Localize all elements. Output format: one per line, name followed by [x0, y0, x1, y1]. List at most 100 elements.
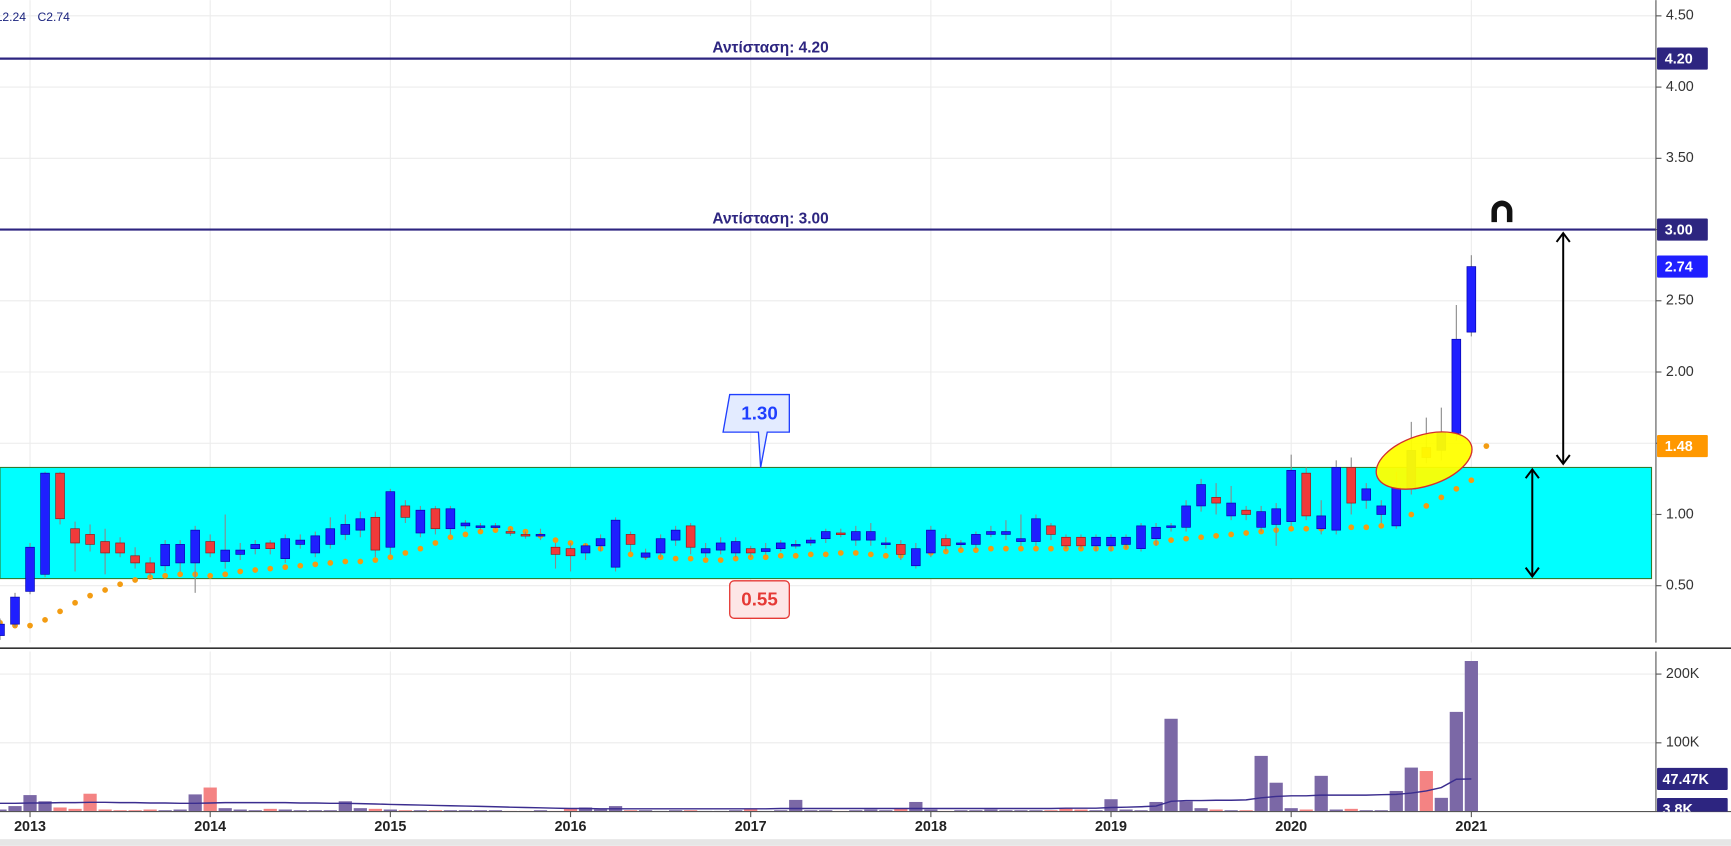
price-pane: Αντίσταση: 4.20 Αντίσταση: 3.00 — [0, 40, 1656, 640]
sar-dot — [627, 551, 634, 558]
candle-body — [505, 531, 516, 534]
sar-dot — [958, 547, 964, 553]
candle-body — [55, 472, 65, 520]
candle-body — [685, 525, 696, 548]
sar-dot — [1303, 525, 1310, 532]
sar-dot — [342, 558, 349, 565]
volume-bar — [263, 808, 277, 812]
volume-bar — [143, 809, 157, 812]
volume-bar — [1089, 810, 1103, 812]
candle-body — [205, 541, 215, 554]
resistance-label: Αντίσταση: 4.20 — [712, 40, 828, 57]
volume-bar — [1284, 808, 1298, 812]
sar-dot — [792, 552, 799, 559]
candle-body — [790, 544, 801, 547]
volume-bar — [1224, 810, 1238, 812]
x-tick-label: 2019 — [1095, 819, 1127, 835]
volume-bar — [1074, 809, 1088, 812]
candle-body — [971, 534, 981, 545]
sar-dot — [1363, 524, 1370, 531]
volume-bar — [413, 810, 428, 812]
candle-body — [1346, 467, 1356, 504]
candle-body — [805, 539, 816, 544]
candle-body — [1451, 338, 1462, 434]
volume-bar — [308, 810, 322, 812]
price-badge-label: 4.20 — [1665, 51, 1693, 67]
sar-dot — [372, 557, 379, 563]
candle-body — [235, 549, 245, 555]
sar-dot — [1243, 530, 1250, 536]
volume-bar — [458, 810, 473, 812]
sar-dot — [988, 545, 994, 552]
volume-pane — [0, 661, 1478, 812]
candle-body — [715, 542, 726, 551]
candle-body — [1211, 497, 1221, 504]
candle-body — [1286, 469, 1296, 522]
volume-bar — [353, 808, 367, 812]
sar-dot — [27, 622, 33, 629]
sar-dot — [522, 528, 529, 535]
candle-body — [670, 529, 681, 541]
candle-body — [941, 538, 951, 547]
volume-bar — [819, 810, 833, 812]
callout-box — [729, 580, 790, 619]
volume-bar — [668, 810, 683, 812]
candle-body — [1271, 508, 1281, 525]
sar-dot — [282, 564, 289, 571]
volume-bar — [593, 809, 608, 812]
price-badge — [1657, 255, 1708, 278]
sar-dot — [492, 527, 499, 534]
volume-bar — [1374, 810, 1388, 812]
sar-dot — [732, 555, 739, 562]
candle-body — [460, 522, 471, 527]
candle-body — [1061, 536, 1071, 547]
candle-body — [415, 509, 426, 534]
candle-body — [881, 542, 891, 545]
candle-body — [1151, 526, 1161, 540]
candle-body — [1076, 536, 1086, 547]
sar-dot — [1468, 477, 1475, 484]
candle-body — [1106, 536, 1116, 547]
volume-bar — [1059, 808, 1073, 812]
volume-bar — [1044, 810, 1058, 812]
sar-dot — [807, 551, 814, 558]
candle-body — [866, 531, 876, 541]
volume-bar — [68, 808, 82, 812]
candle-body — [1301, 472, 1311, 517]
volume-bar — [53, 807, 67, 812]
candle-body — [821, 531, 831, 540]
volume-bar — [398, 810, 412, 812]
sar-dot — [687, 555, 694, 562]
candle-body — [1181, 505, 1191, 528]
price-badge — [1657, 435, 1708, 458]
volume-bar — [233, 809, 247, 812]
sar-dot — [87, 592, 93, 599]
candle-body — [1031, 518, 1041, 542]
candle-body — [956, 542, 966, 545]
sar-dot — [1228, 531, 1234, 538]
sar-dot — [973, 547, 979, 553]
candle-body — [1361, 488, 1372, 501]
candle-body — [1256, 511, 1266, 528]
candle-body — [700, 548, 711, 554]
candle-body — [640, 552, 651, 558]
volume-bar — [774, 810, 788, 812]
volume-bar — [924, 809, 938, 812]
sar-dot — [1018, 545, 1024, 552]
candle-body — [1121, 536, 1131, 545]
volume-bar — [623, 810, 638, 812]
volume-bar — [1014, 810, 1028, 812]
sar-dot — [1288, 525, 1295, 532]
volume-bar — [1404, 767, 1418, 812]
y-tick-label: 4.00 — [1666, 79, 1694, 95]
magnet-icon[interactable] — [1491, 200, 1513, 223]
candle-body — [250, 544, 260, 549]
volume-bar — [1449, 711, 1463, 812]
volume-bar — [1134, 810, 1148, 812]
volume-bar — [849, 810, 863, 812]
sar-dot — [252, 567, 259, 573]
candle-body — [430, 508, 441, 530]
volume-bar — [1119, 809, 1133, 812]
